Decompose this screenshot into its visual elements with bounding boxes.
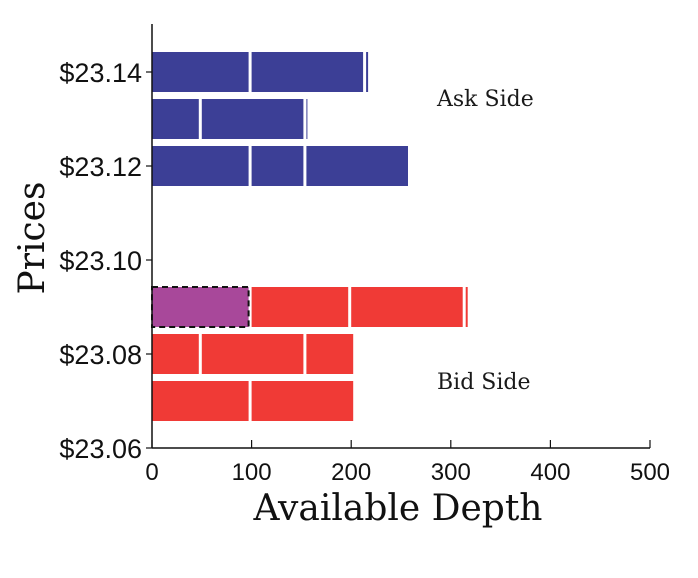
x-tick-label: 200: [331, 459, 371, 486]
x-tick-label: 500: [630, 459, 670, 486]
ask-order-bar: [152, 99, 199, 139]
x-ticks: 0 100 200 300 400 500: [145, 440, 670, 486]
y-tick-label: $23.10: [59, 246, 142, 276]
bid-order-bar: [152, 381, 249, 421]
bid-order-bar: [152, 287, 249, 327]
ask-order-bar: [152, 146, 249, 186]
x-tick-label: 0: [145, 459, 158, 486]
y-tick-label: $23.12: [59, 152, 142, 182]
bid-order-bar: [201, 334, 304, 374]
ask-order-bar: [251, 52, 364, 92]
y-tick-label: $23.06: [59, 434, 142, 464]
bid-order-bar: [465, 287, 468, 327]
ask-order-bar: [251, 146, 304, 186]
x-tick-label: 400: [530, 459, 570, 486]
x-tick-label: 300: [431, 459, 471, 486]
y-tick-label: $23.08: [59, 340, 142, 370]
bid-order-bar: [152, 334, 199, 374]
bid-order-bar: [306, 334, 354, 374]
ask-side-label: Ask Side: [436, 87, 534, 112]
ask-order-bar: [306, 99, 308, 139]
x-tick-label: 100: [232, 459, 272, 486]
y-axis-title: Prices: [12, 182, 53, 295]
y-ticks: $23.14 $23.12 $23.10 $23.08 $23.06: [59, 58, 152, 464]
ask-order-bar: [152, 52, 249, 92]
y-tick-label: $23.14: [59, 58, 142, 88]
ask-order-bar: [201, 99, 304, 139]
ask-order-bar: [306, 146, 408, 186]
bid-side-label: Bid Side: [437, 370, 531, 395]
ask-order-bar: [366, 52, 369, 92]
x-axis-title: Available Depth: [252, 488, 542, 529]
bid-order-bar: [351, 287, 463, 327]
bid-order-bar: [251, 381, 354, 421]
bars-layer: [151, 52, 468, 421]
bid-order-bar: [251, 287, 349, 327]
